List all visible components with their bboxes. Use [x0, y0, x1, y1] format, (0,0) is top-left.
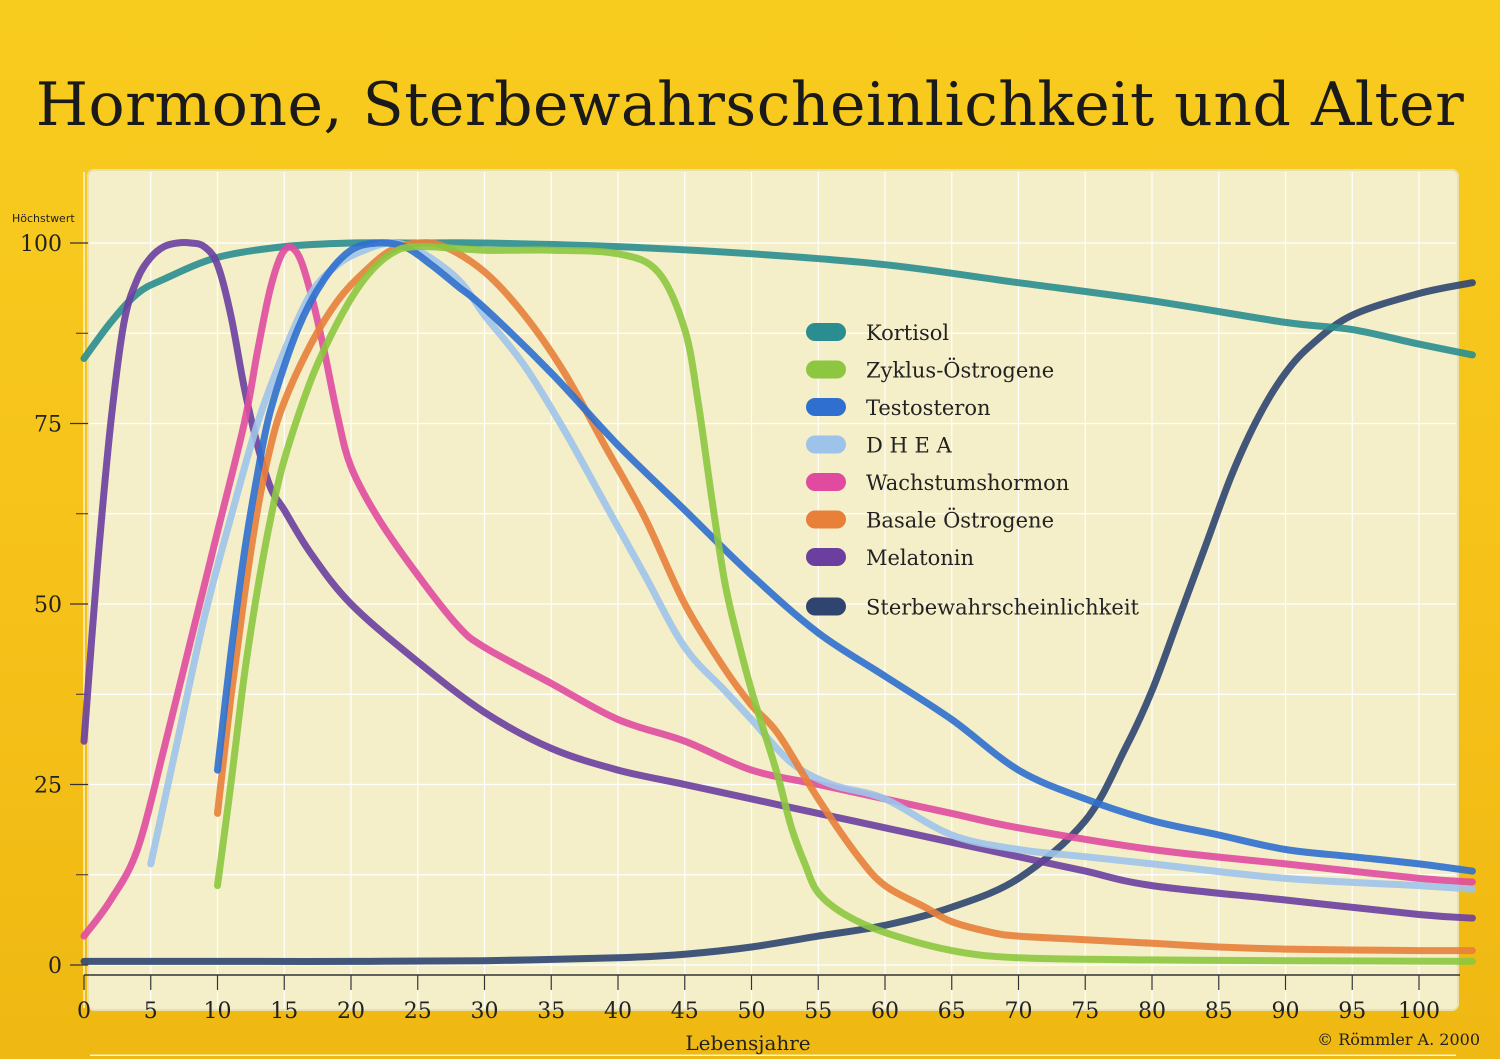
legend-label: Basale Östrogene [866, 508, 1054, 533]
y-tick-label: 0 [48, 954, 62, 979]
legend-label: Testosteron [866, 396, 991, 420]
x-tick-label: 80 [1138, 999, 1166, 1024]
legend-swatch [806, 435, 846, 454]
x-tick-label: 75 [1071, 999, 1099, 1024]
legend-label: Sterbewahrscheinlichkeit [866, 596, 1140, 620]
x-tick-label: 40 [604, 999, 632, 1024]
x-tick-label: 20 [337, 999, 365, 1024]
legend-label: Kortisol [866, 321, 949, 345]
legend-swatch [806, 323, 846, 341]
x-tick-label: 0 [77, 999, 91, 1024]
legend-label: Melatonin [866, 546, 974, 570]
legend-label: D H E A [866, 434, 953, 458]
grid [83, 172, 1456, 1056]
x-tick-label: 55 [804, 999, 832, 1024]
x-tick-label: 90 [1272, 999, 1300, 1024]
x-tick-label: 100 [1398, 999, 1440, 1024]
x-tick-label: 95 [1338, 999, 1366, 1024]
x-tick-label: 70 [1005, 999, 1033, 1024]
x-tick-label: 85 [1205, 999, 1233, 1024]
legend-label: Zyklus-Östrogene [866, 358, 1054, 383]
y-ticks: 0 25 50 75 100 [20, 232, 88, 979]
series-line-zyklus-strogene [214, 243, 1476, 965]
series-line-wachstumshormon [80, 243, 1476, 940]
y-tick-label: 75 [34, 413, 62, 438]
legend-swatch [806, 398, 846, 416]
y-tick-label: 50 [34, 593, 62, 618]
x-tick-label: 15 [270, 999, 298, 1024]
x-tick-label: 60 [871, 999, 899, 1024]
legend-label: Wachstumshormon [866, 471, 1069, 495]
copyright-credit: © Römmler A. 2000 [1317, 1030, 1480, 1049]
x-tick-label: 65 [938, 999, 966, 1024]
series-line-basale-strogene [214, 239, 1476, 955]
y-tick-label: 100 [20, 232, 62, 257]
series-line-d-h-e-a [147, 239, 1476, 893]
x-axis-label: Lebensjahre [685, 1031, 810, 1055]
x-tick-label: 10 [204, 999, 232, 1024]
x-tick-label: 25 [404, 999, 432, 1024]
x-tick-label: 50 [738, 999, 766, 1024]
y-axis-label: Höchstwert [12, 212, 75, 225]
x-tick-label: 45 [671, 999, 699, 1024]
series-line-sterbewahrscheinlichkeit [80, 279, 1476, 965]
series-line-testosteron [214, 239, 1476, 875]
series-lines [80, 239, 1476, 965]
series-line-kortisol [80, 239, 1476, 362]
legend-swatch [806, 510, 846, 529]
x-ticks: 0 5 10 15 20 25 30 35 40 45 50 55 60 65 70 75 80 85 90 95 10… [77, 974, 1460, 1024]
legend-swatch [806, 360, 846, 379]
legend: Kortisol Zyklus-Östrogene Testosteron D H E… [806, 321, 1140, 620]
series-line-melatonin [80, 239, 1476, 922]
legend-swatch [806, 473, 846, 491]
legend-swatch [806, 597, 846, 616]
x-tick-label: 35 [537, 999, 565, 1024]
legend-swatch [806, 548, 846, 566]
x-tick-label: 5 [144, 999, 158, 1024]
y-tick-label: 25 [34, 774, 62, 799]
x-tick-label: 30 [471, 999, 499, 1024]
chart-title: Hormone, Sterbewahrscheinlichkeit und Al… [35, 70, 1465, 140]
